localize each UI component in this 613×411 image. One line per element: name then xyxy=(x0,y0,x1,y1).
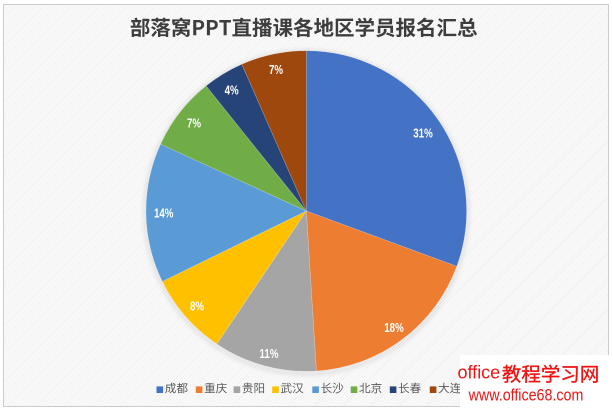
svg-text:4%: 4% xyxy=(225,84,239,97)
svg-text:11%: 11% xyxy=(260,348,279,361)
svg-text:18%: 18% xyxy=(384,322,404,335)
svg-text:office: office xyxy=(458,363,501,383)
svg-text:8%: 8% xyxy=(190,300,204,313)
svg-text:7%: 7% xyxy=(187,117,201,130)
svg-text:31%: 31% xyxy=(413,127,433,140)
svg-text:www.office68.com: www.office68.com xyxy=(468,386,584,404)
svg-text:14%: 14% xyxy=(154,207,174,220)
svg-text:7%: 7% xyxy=(269,64,283,77)
